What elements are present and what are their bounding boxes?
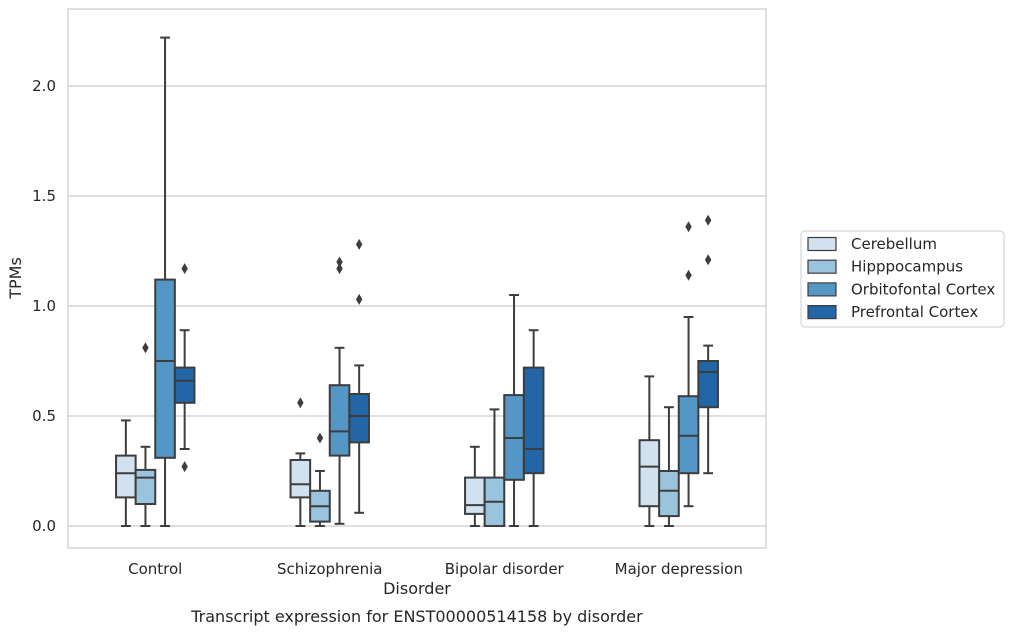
box-iqr <box>134 468 157 505</box>
plot-frame <box>67 8 767 549</box>
legend: Cerebellum Hipppocampus Orbitofontal Corte… <box>800 230 1005 328</box>
x-axis-title: Disorder <box>383 579 451 598</box>
box <box>638 375 661 527</box>
box <box>658 406 680 527</box>
box-iqr <box>328 384 351 457</box>
series-group <box>154 36 700 527</box>
plot-background <box>68 9 766 548</box>
x-tick-label: Schizophrenia <box>277 560 382 578</box>
x-axis-ticks: Control Schizophrenia Bipolar disorder Majo… <box>128 560 743 578</box>
outlier-point <box>704 214 712 226</box>
legend-swatch <box>807 282 837 297</box>
x-tick-label: Bipolar disorder <box>445 560 565 578</box>
x-tick-label: Control <box>128 560 182 578</box>
outlier-point <box>316 432 324 444</box>
outlier-point <box>704 254 712 266</box>
box-iqr <box>289 459 312 499</box>
box-iqr <box>677 395 700 475</box>
legend-swatch <box>807 236 837 252</box>
box <box>134 342 157 527</box>
y-tick-label: 0.0 <box>32 517 56 535</box>
outlier-point <box>297 397 304 409</box>
box-iqr <box>348 393 370 444</box>
y-axis-ticks: 0.0 0.5 1.0 1.5 2.0 <box>32 77 56 535</box>
box-iqr <box>173 366 196 404</box>
figure-caption: Transcript expression for ENST0000051415… <box>190 607 643 626</box>
box-iqr <box>522 366 545 475</box>
box <box>483 408 506 528</box>
outlier-point <box>355 293 363 305</box>
box <box>697 214 719 475</box>
legend-swatch <box>807 305 837 320</box>
outlier-point <box>685 269 692 281</box>
outlier-point <box>181 263 188 275</box>
box-iqr <box>638 439 661 508</box>
legend-label: Hipppocampus <box>851 258 963 276</box>
box-iqr <box>154 278 176 459</box>
series-group <box>173 214 719 527</box>
box-iqr <box>697 360 719 409</box>
y-tick-label: 1.5 <box>32 187 56 205</box>
legend-label: Cerebellum <box>851 235 937 253</box>
legend-items: Cerebellum Hipppocampus Orbitofontal Corte… <box>807 235 995 321</box>
series-group <box>134 342 680 528</box>
box <box>173 263 196 473</box>
y-tick-label: 1.0 <box>32 297 56 315</box>
y-tick-label: 2.0 <box>32 77 56 95</box>
x-tick-label: Major depression <box>615 560 743 578</box>
outlier-point <box>336 256 343 268</box>
box <box>289 397 312 527</box>
box-iqr <box>115 454 137 499</box>
box <box>522 329 545 527</box>
legend-swatch <box>807 259 837 274</box>
outlier-point <box>142 342 149 354</box>
box <box>309 432 331 527</box>
box <box>348 238 370 514</box>
legend-frame <box>800 230 1005 328</box>
legend-label: Prefrontal Cortex <box>851 303 978 321</box>
box <box>677 221 700 508</box>
outlier-point <box>685 221 692 233</box>
y-tick-label: 0.5 <box>32 407 56 425</box>
box <box>503 294 525 527</box>
box <box>328 256 351 525</box>
outlier-point <box>336 263 343 275</box>
box-series <box>115 36 719 528</box>
legend-label: Orbitofontal Cortex <box>851 280 995 298</box>
outlier-point <box>181 461 188 473</box>
outlier-point <box>355 238 363 250</box>
box-iqr <box>464 476 486 515</box>
box-iqr <box>658 470 680 518</box>
y-axis-title: TPMs <box>6 257 25 300</box>
